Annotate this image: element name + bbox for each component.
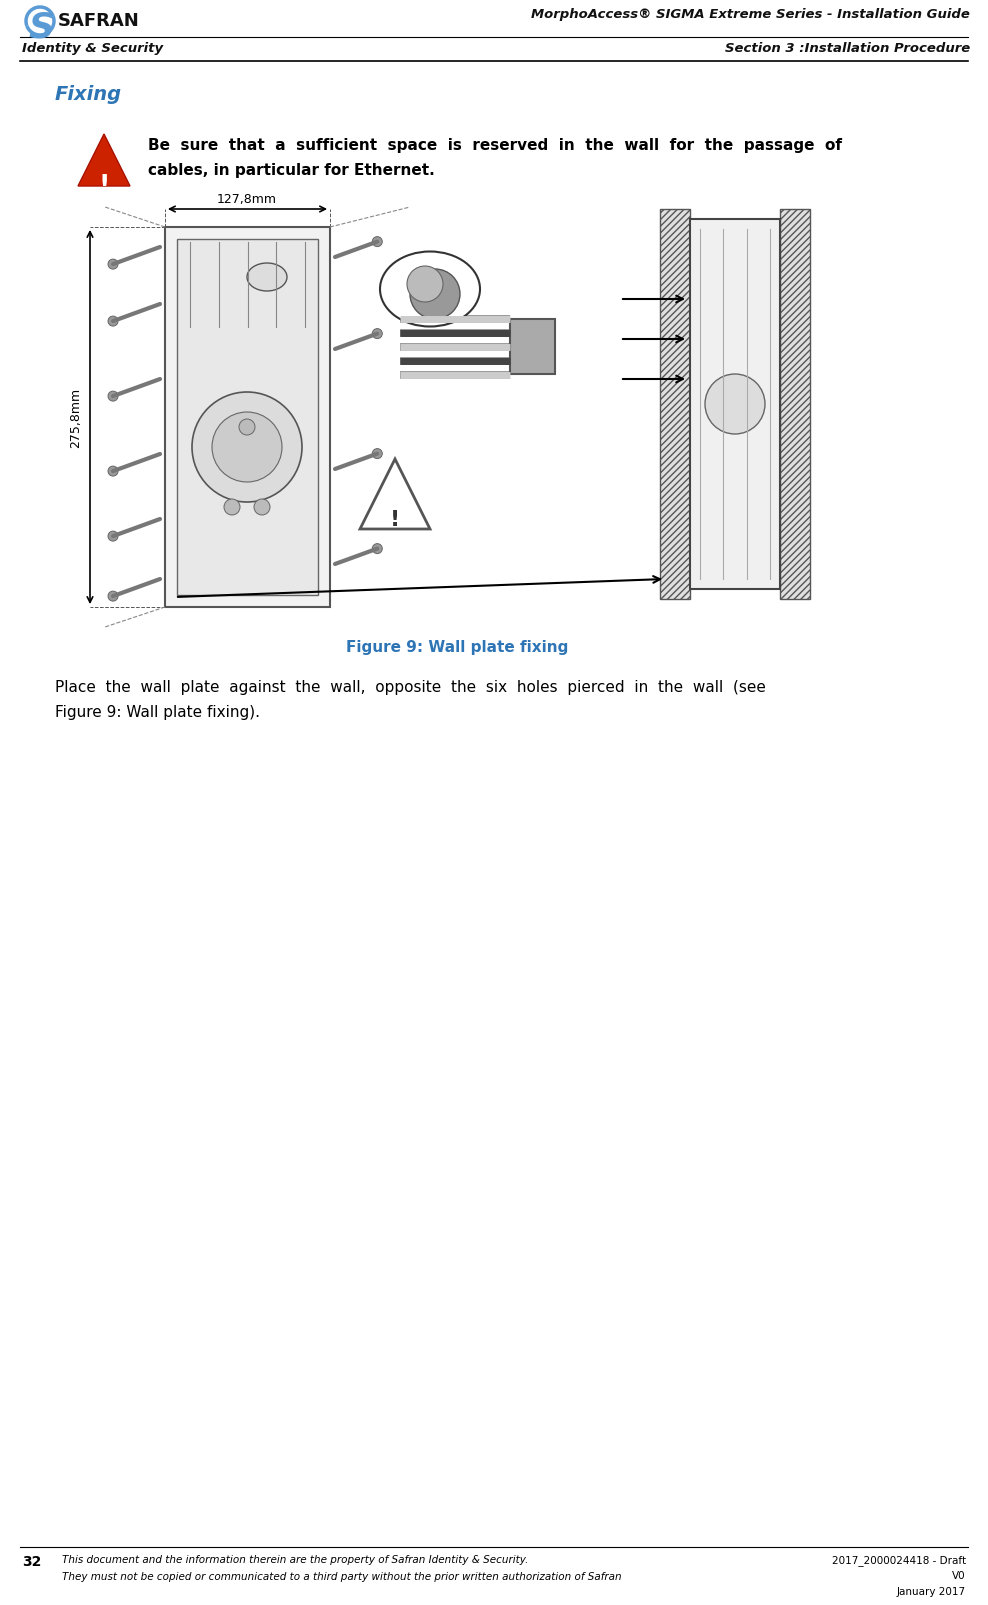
Circle shape xyxy=(108,316,118,327)
Circle shape xyxy=(705,374,765,435)
Text: MorphoAccess® SIGMA Extreme Series - Installation Guide: MorphoAccess® SIGMA Extreme Series - Ins… xyxy=(532,8,970,21)
Text: Figure 9: Wall plate fixing).: Figure 9: Wall plate fixing). xyxy=(55,705,260,719)
Text: !: ! xyxy=(390,510,400,530)
Circle shape xyxy=(108,392,118,401)
Circle shape xyxy=(407,266,443,303)
Circle shape xyxy=(108,592,118,602)
Text: January 2017: January 2017 xyxy=(897,1586,966,1595)
Polygon shape xyxy=(78,135,130,186)
Text: cables, in particular for Ethernet.: cables, in particular for Ethernet. xyxy=(148,162,435,178)
Text: 275,8mm: 275,8mm xyxy=(69,388,82,448)
Ellipse shape xyxy=(247,263,287,292)
Circle shape xyxy=(254,499,270,515)
Circle shape xyxy=(372,449,382,459)
Text: This document and the information therein are the property of Safran Identity & : This document and the information therei… xyxy=(62,1554,529,1563)
Text: !: ! xyxy=(99,173,110,197)
Text: 32: 32 xyxy=(22,1554,41,1568)
Circle shape xyxy=(239,421,255,435)
Circle shape xyxy=(108,467,118,477)
Circle shape xyxy=(224,499,240,515)
Circle shape xyxy=(108,531,118,542)
Text: 127,8mm: 127,8mm xyxy=(217,193,277,205)
Ellipse shape xyxy=(380,252,480,327)
Polygon shape xyxy=(360,459,430,530)
Text: Identity & Security: Identity & Security xyxy=(22,42,163,55)
Text: Section 3 :Installation Procedure: Section 3 :Installation Procedure xyxy=(725,42,970,55)
Circle shape xyxy=(192,393,302,502)
Text: Fixing: Fixing xyxy=(55,85,123,104)
Circle shape xyxy=(372,329,382,339)
Circle shape xyxy=(212,412,282,483)
Bar xyxy=(660,210,690,600)
Circle shape xyxy=(372,238,382,247)
Text: Be  sure  that  a  sufficient  space  is  reserved  in  the  wall  for  the  pas: Be sure that a sufficient space is reser… xyxy=(148,138,842,152)
Text: Figure 9: Wall plate fixing: Figure 9: Wall plate fixing xyxy=(346,640,568,655)
Bar xyxy=(510,319,555,374)
Circle shape xyxy=(410,270,460,319)
Bar xyxy=(780,210,810,600)
Bar xyxy=(177,239,318,595)
Circle shape xyxy=(108,260,118,270)
Bar xyxy=(690,220,780,589)
Bar xyxy=(165,228,330,608)
Text: S: S xyxy=(28,10,54,43)
Text: V0: V0 xyxy=(952,1570,966,1579)
Text: 2017_2000024418 - Draft: 2017_2000024418 - Draft xyxy=(832,1554,966,1565)
Text: SAFRAN: SAFRAN xyxy=(58,11,139,30)
Text: They must not be copied or communicated to a third party without the prior writt: They must not be copied or communicated … xyxy=(62,1571,621,1581)
Circle shape xyxy=(372,544,382,554)
Text: Place  the  wall  plate  against  the  wall,  opposite  the  six  holes  pierced: Place the wall plate against the wall, o… xyxy=(55,679,766,695)
